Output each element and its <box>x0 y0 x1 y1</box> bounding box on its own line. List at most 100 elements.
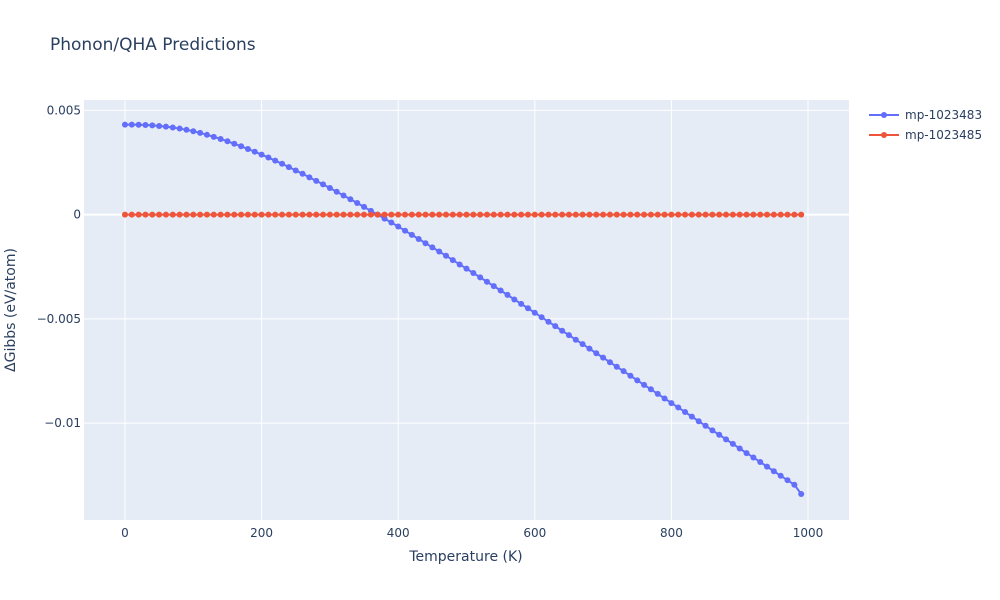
data-point[interactable] <box>231 211 238 218</box>
data-point[interactable] <box>736 445 743 452</box>
data-point[interactable] <box>784 211 791 218</box>
data-point[interactable] <box>251 148 258 155</box>
data-point[interactable] <box>627 372 634 379</box>
data-point[interactable] <box>265 154 272 161</box>
data-point[interactable] <box>217 211 224 218</box>
data-point[interactable] <box>142 211 149 218</box>
data-point[interactable] <box>531 309 538 316</box>
data-point[interactable] <box>402 211 409 218</box>
data-point[interactable] <box>613 363 620 370</box>
data-point[interactable] <box>285 164 292 171</box>
data-point[interactable] <box>463 265 470 272</box>
data-point[interactable] <box>791 481 798 488</box>
data-point[interactable] <box>641 211 648 218</box>
data-point[interactable] <box>190 128 197 135</box>
data-point[interactable] <box>449 211 456 218</box>
data-point[interactable] <box>395 211 402 218</box>
legend-item[interactable]: mp-1023485 <box>869 128 982 142</box>
data-point[interactable] <box>524 305 531 312</box>
data-point[interactable] <box>443 211 450 218</box>
data-point[interactable] <box>511 211 518 218</box>
data-point[interactable] <box>593 211 600 218</box>
data-point[interactable] <box>470 270 477 276</box>
data-point[interactable] <box>483 278 490 285</box>
data-point[interactable] <box>169 124 176 131</box>
data-point[interactable] <box>586 211 593 218</box>
data-point[interactable] <box>313 211 320 218</box>
data-point[interactable] <box>777 211 784 218</box>
data-point[interactable] <box>757 211 764 218</box>
data-point[interactable] <box>244 145 251 152</box>
data-point[interactable] <box>470 211 477 218</box>
data-point[interactable] <box>231 140 238 147</box>
data-point[interactable] <box>606 211 613 218</box>
data-point[interactable] <box>149 122 156 129</box>
data-point[interactable] <box>675 211 682 218</box>
data-point[interactable] <box>402 227 409 234</box>
data-point[interactable] <box>156 123 163 130</box>
data-point[interactable] <box>156 211 163 218</box>
data-point[interactable] <box>490 211 497 218</box>
data-point[interactable] <box>135 211 142 218</box>
data-point[interactable] <box>477 274 484 281</box>
data-point[interactable] <box>559 211 566 218</box>
data-point[interactable] <box>340 211 347 218</box>
data-point[interactable] <box>483 211 490 218</box>
data-point[interactable] <box>764 211 771 218</box>
data-point[interactable] <box>142 122 149 129</box>
data-point[interactable] <box>456 211 463 218</box>
data-point[interactable] <box>299 170 306 177</box>
data-point[interactable] <box>238 211 245 218</box>
data-point[interactable] <box>162 211 169 218</box>
data-point[interactable] <box>217 135 224 142</box>
data-point[interactable] <box>668 400 675 407</box>
data-point[interactable] <box>456 261 463 268</box>
data-point[interactable] <box>729 211 736 218</box>
data-point[interactable] <box>770 211 777 218</box>
data-point[interactable] <box>306 174 313 181</box>
data-point[interactable] <box>422 211 429 218</box>
data-point[interactable] <box>702 211 709 218</box>
data-point[interactable] <box>784 477 791 484</box>
data-point[interactable] <box>224 211 231 218</box>
data-point[interactable] <box>197 129 204 136</box>
data-point[interactable] <box>688 413 695 420</box>
data-point[interactable] <box>798 211 805 218</box>
data-point[interactable] <box>620 211 627 218</box>
data-point[interactable] <box>716 211 723 218</box>
data-point[interactable] <box>579 211 586 218</box>
data-point[interactable] <box>436 211 443 218</box>
data-point[interactable] <box>203 131 210 138</box>
data-point[interactable] <box>354 211 361 218</box>
data-point[interactable] <box>388 211 395 218</box>
data-point[interactable] <box>463 211 470 218</box>
data-point[interactable] <box>736 211 743 218</box>
data-point[interactable] <box>531 211 538 218</box>
data-point[interactable] <box>210 133 217 140</box>
data-point[interactable] <box>224 138 231 145</box>
data-point[interactable] <box>634 211 641 218</box>
data-point[interactable] <box>128 121 135 128</box>
data-point[interactable] <box>299 211 306 218</box>
data-point[interactable] <box>197 211 204 218</box>
data-point[interactable] <box>313 177 320 184</box>
data-point[interactable] <box>511 296 518 303</box>
data-point[interactable] <box>757 459 764 466</box>
data-point[interactable] <box>183 211 190 218</box>
data-point[interactable] <box>210 211 217 218</box>
data-point[interactable] <box>415 236 422 243</box>
data-point[interactable] <box>723 436 730 443</box>
data-point[interactable] <box>429 244 436 251</box>
data-point[interactable] <box>285 211 292 218</box>
data-point[interactable] <box>518 300 525 307</box>
data-point[interactable] <box>128 211 135 218</box>
data-point[interactable] <box>251 211 258 218</box>
data-point[interactable] <box>552 211 559 218</box>
data-point[interactable] <box>518 211 525 218</box>
data-point[interactable] <box>750 454 757 461</box>
data-point[interactable] <box>777 472 784 479</box>
data-point[interactable] <box>258 211 265 218</box>
data-point[interactable] <box>183 126 190 133</box>
data-point[interactable] <box>449 257 456 264</box>
data-point[interactable] <box>272 211 279 218</box>
